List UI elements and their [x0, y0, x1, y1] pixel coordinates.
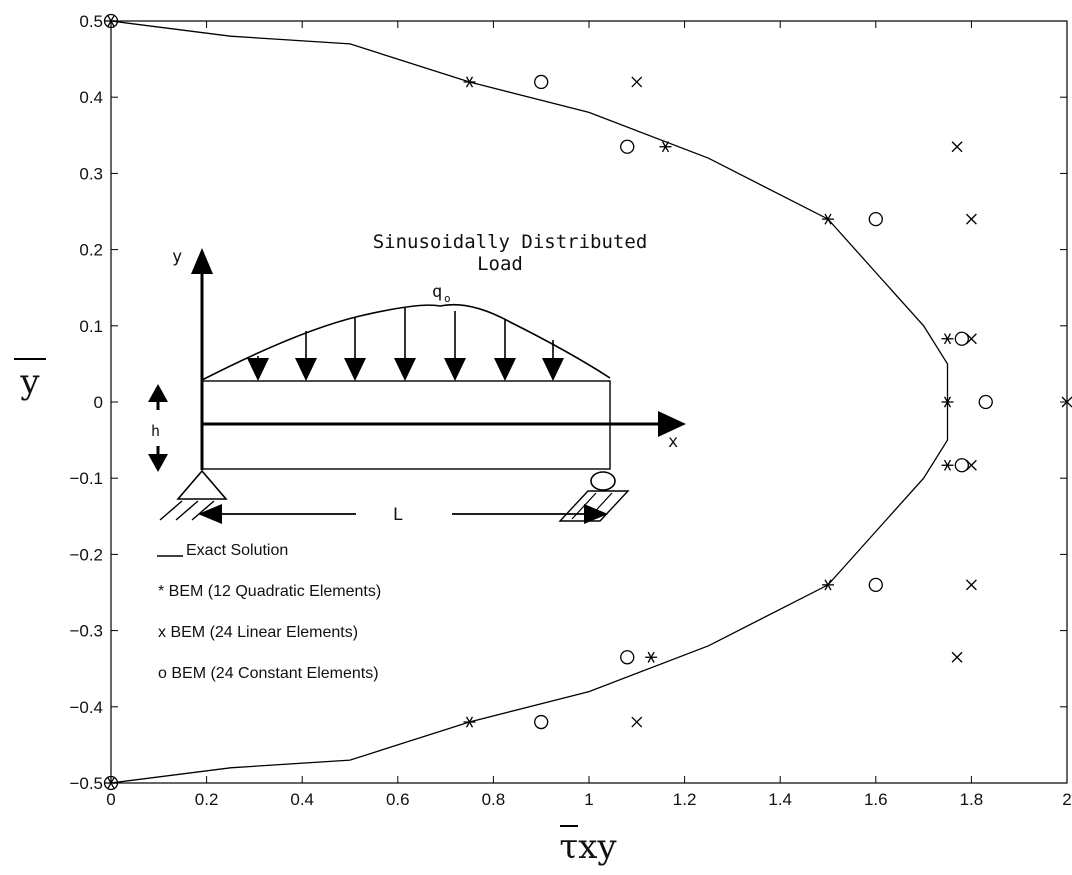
y-axis-label: y	[14, 358, 46, 402]
x-tick-label: 1.8	[960, 790, 984, 809]
load-arrowhead	[394, 358, 416, 381]
inset-title-line2: Load	[477, 253, 523, 275]
x-tick-label: 0.2	[195, 790, 219, 809]
data-marks	[103, 13, 1072, 791]
constant-point	[534, 714, 549, 730]
y-tick-label: 0	[94, 393, 103, 412]
constant-point	[978, 394, 993, 410]
load-curve	[201, 303, 611, 381]
y-tick-label: 0.5	[79, 12, 103, 31]
quadratic-point	[822, 213, 834, 225]
x-tick-label: 1.4	[768, 790, 792, 809]
quadratic-point	[941, 333, 954, 345]
quadratic-point	[105, 777, 117, 789]
constant-point	[954, 331, 969, 346]
constant-point	[868, 211, 883, 227]
x-tick-label: 1	[584, 790, 593, 809]
linear-point	[965, 213, 977, 225]
constant-point	[620, 650, 635, 665]
linear-point	[631, 716, 643, 728]
constant-point	[868, 577, 883, 593]
l-arrow-left	[198, 504, 222, 524]
inset-y-label: y	[172, 247, 182, 267]
constant-point	[954, 458, 969, 473]
y-tick-label: 0.2	[79, 241, 103, 260]
linear-point	[951, 141, 963, 153]
pin-support	[176, 469, 228, 500]
y-tick-label: −0.1	[69, 469, 103, 488]
inset-x-label: x	[668, 432, 678, 452]
x-axis-label-text: τxy	[559, 827, 617, 867]
legend-linear: x BEM (24 Linear Elements)	[158, 624, 358, 641]
linear-point	[631, 76, 643, 88]
load-label: q	[432, 282, 442, 302]
legend: Exact Solution * BEM (12 Quadratic Eleme…	[157, 542, 381, 682]
quadratic-point	[105, 15, 117, 27]
legend-quadratic: * BEM (12 Quadratic Elements)	[158, 583, 381, 600]
y-tick-label: 0.3	[79, 164, 103, 183]
y-tick-label: −0.2	[69, 545, 103, 564]
quadratic-point	[659, 141, 672, 153]
legend-exact: Exact Solution	[186, 542, 288, 559]
load-arrowhead	[444, 358, 466, 381]
x-axis-label: τxy	[559, 825, 617, 867]
inset-title-line1: Sinusoidally Distributed	[373, 231, 648, 253]
quadratic-point	[941, 459, 954, 471]
y-tick-label: 0.1	[79, 317, 103, 336]
constant-point	[103, 13, 119, 29]
y-tick-label: 0.4	[79, 88, 103, 107]
x-tick-label: 0.6	[386, 790, 410, 809]
beam-schematic: Sinusoidally Distributed Load q o y x h	[148, 231, 686, 525]
y-axis-label-text: y	[19, 362, 40, 402]
pin-support-hatch	[159, 500, 215, 521]
x-tick-label: 1.2	[673, 790, 697, 809]
legend-constant: o BEM (24 Constant Elements)	[158, 665, 379, 682]
x-tick-label: 0	[106, 790, 115, 809]
load-arrowhead	[247, 358, 269, 381]
quadratic-point	[463, 76, 476, 88]
y-tick-label: −0.3	[69, 622, 103, 641]
h-arrow-down	[148, 454, 168, 472]
linear-point	[1061, 396, 1072, 408]
length-label: L	[393, 505, 403, 525]
load-arrowhead	[494, 358, 516, 381]
constant-point	[620, 139, 635, 154]
linear-point	[951, 651, 963, 663]
inset-y-arrowhead	[191, 248, 213, 274]
quadratic-point	[463, 716, 476, 728]
quadratic-point	[645, 651, 658, 663]
load-arrows	[247, 307, 564, 381]
load-label-subscript: o	[444, 292, 451, 305]
linear-point	[965, 579, 977, 591]
x-tick-label: 0.4	[290, 790, 314, 809]
constant-point	[103, 775, 119, 791]
roller-support	[590, 471, 616, 491]
axis-ticks: 0 0.2 0.4 0.6 0.8 1 1.2 1.4 1.6 1.8 2 0.5 0.4 0.3 0.2 0…	[69, 12, 1071, 809]
beam-body	[201, 380, 611, 470]
y-tick-label: −0.4	[69, 698, 103, 717]
l-arrow-right	[584, 504, 608, 524]
load-arrowhead	[295, 358, 317, 381]
inset-x-arrowhead	[658, 411, 686, 437]
y-tick-label: −0.5	[69, 774, 103, 793]
quadratic-point	[941, 396, 954, 408]
constant-point	[534, 74, 549, 90]
x-tick-label: 2	[1062, 790, 1071, 809]
height-label: h	[151, 422, 160, 440]
x-tick-label: 1.6	[864, 790, 888, 809]
load-arrowhead	[344, 358, 366, 381]
load-arrowhead	[542, 358, 564, 381]
h-arrow-up	[148, 384, 168, 402]
x-tick-label: 0.8	[482, 790, 506, 809]
quadratic-point	[822, 579, 834, 591]
